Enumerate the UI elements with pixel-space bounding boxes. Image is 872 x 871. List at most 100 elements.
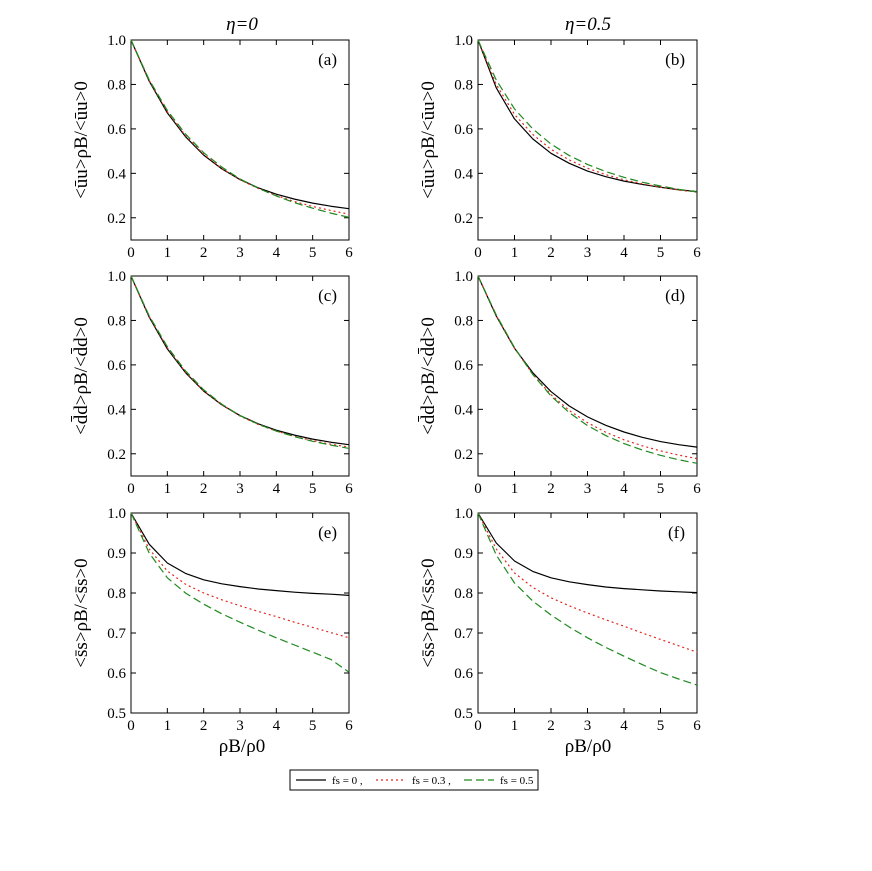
y-tick-label: 0.8 <box>107 586 126 602</box>
plot-frame <box>130 275 350 477</box>
panel-label: (e) <box>318 523 337 542</box>
x-tick-label: 4 <box>273 245 281 261</box>
x-tick-label: 4 <box>273 481 281 497</box>
panel-label: (a) <box>318 50 337 69</box>
x-tick-label: 2 <box>200 718 208 734</box>
y-axis-label: <ūu>ρB/<ūu>0 <box>71 81 92 199</box>
y-axis-label: <ūu>ρB/<ūu>0 <box>418 81 439 199</box>
panel-d: 0 1 2 3 4 5 6 0.2 0.4 0.6 0.8 1.0 (d) <d̄d>ρB/<d̄d>0 <box>418 269 702 497</box>
y-tick-label: 0.6 <box>454 358 473 374</box>
x-tick-label: 6 <box>693 245 701 261</box>
x-tick-label: 5 <box>657 718 665 734</box>
x-tick-label: 0 <box>474 245 482 261</box>
x-tick-label: 6 <box>345 718 353 734</box>
x-tick-label: 6 <box>693 481 701 497</box>
y-tick-label: 0.9 <box>107 546 126 562</box>
y-tick-label: 0.4 <box>454 402 473 418</box>
y-tick-label: 0.9 <box>454 546 473 562</box>
legend: fs = 0 , fs = 0.3 , fs = 0.5 <box>289 769 539 791</box>
column-title-right: η=0.5 <box>565 14 611 35</box>
x-tick-label: 5 <box>309 245 317 261</box>
y-axis-label: <s̄s>ρB/<s̄s>0 <box>71 558 92 667</box>
y-tick-label: 1.0 <box>107 33 126 49</box>
x-tick-label: 1 <box>164 718 172 734</box>
x-tick-label: 1 <box>511 481 519 497</box>
panel-label: (d) <box>665 286 685 305</box>
series-line-fs05 <box>477 39 698 193</box>
series-line-fs05 <box>130 275 350 450</box>
x-tick-label: 3 <box>584 245 592 261</box>
panel-label: (b) <box>665 50 685 69</box>
x-tick-label: 5 <box>657 481 665 497</box>
x-tick-label: 4 <box>273 718 281 734</box>
y-tick-label: 0.5 <box>454 706 473 722</box>
legend-label-fs0: fs = 0 , <box>332 775 363 787</box>
x-tick-label: 4 <box>620 718 628 734</box>
panels: 0 1 2 3 4 5 6 0.2 0.4 0.6 0.8 1.0 (a) <ūu>ρB/<ūu>0 0 1 2… <box>71 33 702 734</box>
panel-e: 0 1 2 3 4 5 6 0.5 0.6 0.7 0.8 0.9 1.0 (e) <s̄s>ρB/<s̄s… <box>71 506 353 734</box>
x-tick-label: 3 <box>236 245 244 261</box>
x-tick-label: 1 <box>164 245 172 261</box>
series-line-fs03 <box>130 39 350 215</box>
panel-label: (f) <box>668 523 685 542</box>
x-tick-label: 1 <box>511 245 519 261</box>
x-tick-label: 2 <box>200 245 208 261</box>
x-tick-label: 4 <box>620 245 628 261</box>
plot-frame <box>130 39 350 241</box>
plot-frame <box>130 512 350 714</box>
y-tick-label: 1.0 <box>454 506 473 522</box>
x-tick-label: 4 <box>620 481 628 497</box>
y-tick-label: 0.6 <box>107 122 126 138</box>
series-line-fs05 <box>130 39 350 218</box>
y-tick-label: 0.2 <box>454 447 473 463</box>
x-tick-label: 0 <box>127 481 135 497</box>
x-axis-label-right: ρB/ρ0 <box>565 736 611 757</box>
x-tick-label: 5 <box>309 718 317 734</box>
y-tick-label: 0.7 <box>454 626 473 642</box>
series-line-fs0 <box>130 275 350 446</box>
x-tick-label: 6 <box>345 245 353 261</box>
y-tick-label: 0.5 <box>107 706 126 722</box>
x-tick-label: 2 <box>547 245 555 261</box>
x-tick-label: 2 <box>547 718 555 734</box>
panel-f: 0 1 2 3 4 5 6 0.5 0.6 0.7 0.8 0.9 1.0 (f) <s̄s>ρB/<s̄s… <box>418 506 701 734</box>
y-tick-label: 1.0 <box>454 33 473 49</box>
y-tick-label: 0.4 <box>107 166 126 182</box>
legend-label-fs03: fs = 0.3 , <box>412 775 451 787</box>
legend-box <box>289 769 539 791</box>
x-axis-label-left: ρB/ρ0 <box>219 736 265 757</box>
x-tick-label: 1 <box>511 718 519 734</box>
series-line-fs05 <box>130 512 350 673</box>
y-tick-label: 0.2 <box>454 211 473 227</box>
y-axis-label: <d̄d>ρB/<d̄d>0 <box>418 317 439 435</box>
y-tick-label: 0.8 <box>107 313 126 329</box>
x-tick-label: 3 <box>584 718 592 734</box>
series-line-fs03 <box>130 275 350 448</box>
y-tick-label: 0.8 <box>107 77 126 93</box>
y-tick-label: 0.6 <box>454 122 473 138</box>
plot-frame <box>477 39 698 241</box>
x-tick-label: 1 <box>164 481 172 497</box>
series-line-fs05 <box>477 512 698 686</box>
panel-c: 0 1 2 3 4 5 6 0.2 0.4 0.6 0.8 1.0 (c) <d̄d>ρB/<d̄d>0 <box>71 269 354 497</box>
x-tick-label: 5 <box>309 481 317 497</box>
series-line-fs03 <box>477 512 698 653</box>
x-tick-label: 6 <box>693 718 701 734</box>
legend-label-fs05: fs = 0.5 <box>500 775 534 787</box>
y-tick-label: 0.7 <box>107 626 126 642</box>
series-line-fs0 <box>477 275 698 448</box>
series-line-fs0 <box>130 512 350 596</box>
x-tick-label: 2 <box>547 481 555 497</box>
x-tick-label: 3 <box>236 481 244 497</box>
plot-frame <box>477 512 698 714</box>
series-line-fs03 <box>477 275 698 460</box>
panel-b: 0 1 2 3 4 5 6 0.2 0.4 0.6 0.8 1.0 (b) <ūu>ρB/<ūu>0 <box>418 33 701 261</box>
x-tick-label: 0 <box>127 718 135 734</box>
x-tick-label: 3 <box>236 718 244 734</box>
y-tick-label: 0.6 <box>454 666 473 682</box>
series-line-fs0 <box>477 512 698 594</box>
column-title-left: η=0 <box>226 14 258 35</box>
y-tick-label: 0.2 <box>107 447 126 463</box>
y-tick-label: 1.0 <box>107 506 126 522</box>
